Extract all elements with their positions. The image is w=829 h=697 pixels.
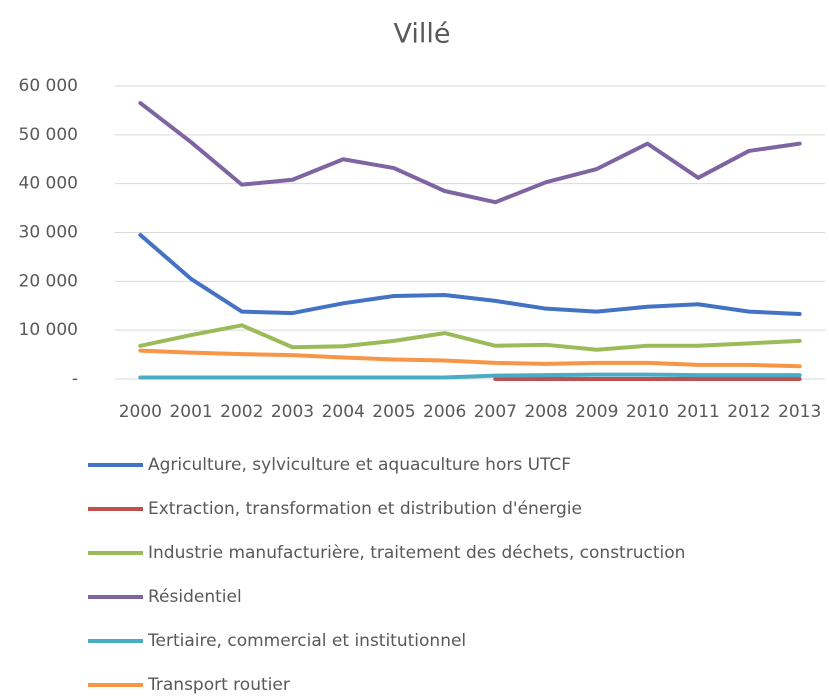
- series-line: [138, 232, 802, 317]
- legend-label: Transport routier: [147, 675, 290, 695]
- x-tick-label: 2009: [575, 402, 618, 422]
- x-tick-label: 2008: [524, 402, 567, 422]
- x-tick-label: 2005: [372, 402, 415, 422]
- x-tick-label: 2010: [626, 402, 669, 422]
- legend-label: Extraction, transformation et distributi…: [148, 499, 582, 519]
- chart-title: Villé: [394, 19, 451, 50]
- series-line: [138, 372, 802, 380]
- legend-label: Tertiaire, commercial et institutionnel: [147, 631, 466, 651]
- y-tick-label: 10 000: [19, 320, 78, 340]
- x-tick-label: 2002: [220, 402, 263, 422]
- y-tick-label: 20 000: [19, 271, 78, 291]
- y-tick-label: 40 000: [19, 174, 78, 194]
- x-tick-label: 2007: [474, 402, 517, 422]
- x-tick-label: 2012: [727, 402, 770, 422]
- x-tick-label: 2013: [778, 402, 821, 422]
- x-tick-label: 2006: [423, 402, 466, 422]
- y-tick-label: 30 000: [19, 223, 78, 243]
- series-line: [138, 348, 802, 369]
- x-tick-label: 2003: [271, 402, 314, 422]
- y-tick-label: -: [72, 369, 78, 389]
- legend-label: Résidentiel: [148, 587, 242, 607]
- x-tick-label: 2011: [677, 402, 720, 422]
- series-line: [138, 101, 802, 205]
- legend-label: Industrie manufacturière, traitement des…: [148, 543, 685, 563]
- y-tick-label: 60 000: [19, 76, 78, 96]
- x-tick-label: 2001: [169, 402, 212, 422]
- x-tick-label: 2004: [322, 402, 365, 422]
- legend-label: Agriculture, sylviculture et aquaculture…: [148, 455, 571, 475]
- x-tick-label: 2000: [119, 402, 162, 422]
- series-line: [138, 323, 802, 352]
- y-tick-label: 50 000: [19, 125, 78, 145]
